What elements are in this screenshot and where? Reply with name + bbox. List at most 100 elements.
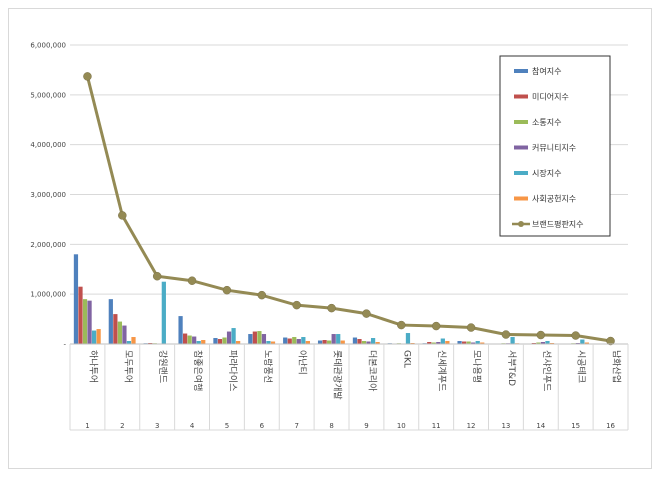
bar-커뮤니티지수 (471, 342, 476, 344)
brand-index-point (536, 330, 546, 340)
brand-index-point (362, 309, 371, 318)
bar-사회공헌지수 (340, 340, 345, 344)
legend-label: 소통지수 (532, 118, 561, 127)
bar-시장지수 (475, 341, 480, 344)
bar-커뮤니티지수 (540, 342, 546, 344)
brand-index-point (83, 72, 92, 81)
bar-참여지수 (248, 334, 253, 344)
rank-label: 13 (501, 422, 510, 430)
legend-label: 시장지수 (532, 168, 561, 178)
bar-커뮤니티지수 (192, 336, 197, 344)
bar-미디어지수 (78, 286, 83, 344)
legend-label: 브랜드평판지수 (532, 219, 584, 229)
bar-커뮤니티지수 (261, 334, 267, 344)
bar-커뮤니티지수 (331, 334, 336, 344)
brand-index-point (152, 271, 162, 281)
legend-swatch-point (518, 221, 524, 227)
bar-시장지수 (580, 339, 585, 344)
category-label: 하나투어 (87, 350, 98, 383)
category-label: 노랑풍선 (262, 350, 274, 383)
bar-소통지수 (257, 331, 262, 344)
bar-사회공헌지수 (96, 329, 101, 344)
bars-layer (73, 254, 624, 344)
rank-label: 6 (260, 422, 265, 430)
bar-참여지수 (213, 338, 218, 344)
category-label: 강원랜드 (157, 350, 168, 383)
category-label: 서부T&D (506, 350, 517, 386)
y-tick-label: 3,000,000 (30, 191, 66, 199)
bar-사회공헌지수 (305, 341, 310, 344)
brand-index-point (466, 323, 476, 332)
category-label: 모두투어 (122, 350, 133, 383)
y-tick-label: 4,000,000 (30, 141, 66, 149)
y-tick-label: - (63, 341, 66, 349)
bar-미디어지수 (461, 341, 467, 344)
category-label: 참좋은여행 (192, 350, 204, 391)
category-label: 신세계푸드 (436, 350, 448, 391)
bar-커뮤니티지수 (226, 331, 232, 344)
bar-미디어지수 (357, 339, 362, 344)
bar-사회공헌지수 (375, 342, 380, 344)
bar-참여지수 (108, 299, 113, 344)
bar-미디어지수 (252, 331, 257, 344)
rank-label: 2 (120, 422, 124, 430)
bar-시장지수 (301, 337, 306, 344)
bar-참여지수 (352, 337, 358, 344)
legend-swatch-사회공헌지수 (514, 196, 528, 201)
brand-index-point (187, 276, 197, 285)
y-tick-label: 1,000,000 (30, 291, 66, 299)
rank-label: 12 (467, 422, 476, 430)
bar-커뮤니티지수 (122, 325, 127, 344)
rank-label: 8 (329, 422, 333, 430)
rank-label: 3 (155, 422, 159, 430)
bar-소통지수 (187, 335, 192, 344)
bar-소통지수 (536, 342, 541, 344)
bar-사회공헌지수 (270, 341, 276, 344)
bar-사회공헌지수 (131, 337, 136, 344)
bar-시장지수 (545, 341, 550, 344)
bar-미디어지수 (427, 342, 432, 344)
bar-시장지수 (336, 334, 341, 344)
bar-시장지수 (266, 341, 271, 344)
bar-시장지수 (231, 328, 236, 344)
bar-시장지수 (161, 281, 166, 344)
brand-index-point (222, 285, 232, 295)
category-label: 모나용평 (471, 350, 482, 383)
brand-index-point (431, 321, 441, 331)
bar-소통지수 (117, 321, 123, 344)
rank-label: 5 (225, 422, 229, 430)
category-label: 시공테크 (576, 350, 587, 383)
category-label: 아난티 (297, 350, 308, 375)
bar-사회공헌지수 (480, 342, 485, 344)
legend-swatch-참여지수 (514, 69, 528, 73)
bar-시장지수 (440, 338, 445, 344)
legend-label: 커뮤니티지수 (532, 143, 576, 153)
brand-index-line (85, 76, 611, 343)
category-label: GKL (401, 350, 411, 368)
bar-참여지수 (73, 254, 79, 344)
y-tick-label: 2,000,000 (30, 241, 66, 249)
legend-label: 참여지수 (532, 66, 561, 76)
bar-커뮤니티지수 (366, 341, 371, 344)
bar-미디어지수 (182, 333, 188, 344)
bar-미디어지수 (217, 339, 223, 344)
bar-참여지수 (317, 340, 323, 344)
rank-label: 11 (432, 422, 441, 430)
bar-미디어지수 (113, 314, 118, 344)
legend-swatch-커뮤니티지수 (514, 145, 528, 150)
category-label: 파라다이스 (227, 350, 238, 391)
brand-index-point (501, 330, 511, 339)
rank-label: 14 (536, 422, 545, 430)
bar-시장지수 (405, 333, 411, 344)
legend-label: 사회공헌지수 (532, 195, 576, 204)
category-label: 선샤인푸드 (541, 350, 552, 391)
rank-label: 10 (397, 422, 406, 430)
brand-index-point (606, 336, 615, 346)
rank-label: 7 (294, 422, 298, 430)
y-tick-label: 6,000,000 (30, 42, 66, 50)
bar-소통지수 (327, 340, 332, 344)
bar-커뮤니티지수 (296, 339, 301, 344)
brand-index-point (257, 290, 267, 300)
y-tick-label: 5,000,000 (30, 91, 66, 99)
